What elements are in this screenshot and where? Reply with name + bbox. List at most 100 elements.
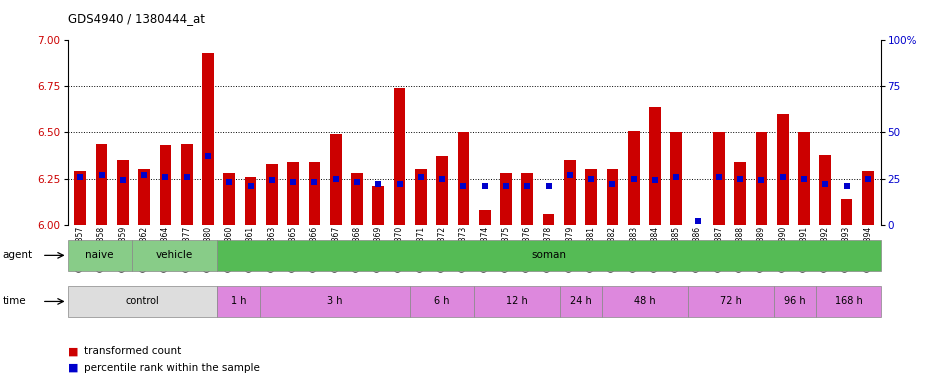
Bar bbox=[560, 286, 602, 317]
Bar bbox=[95, 144, 107, 225]
Bar bbox=[74, 171, 86, 225]
Bar bbox=[330, 134, 341, 225]
Bar bbox=[309, 162, 320, 225]
Bar bbox=[543, 214, 554, 225]
Point bbox=[94, 172, 109, 178]
Bar bbox=[607, 169, 618, 225]
Bar bbox=[474, 286, 560, 317]
Bar bbox=[245, 177, 256, 225]
Text: agent: agent bbox=[3, 250, 33, 260]
Bar bbox=[688, 286, 773, 317]
Bar bbox=[117, 160, 129, 225]
Bar bbox=[522, 173, 533, 225]
Text: transformed count: transformed count bbox=[84, 346, 181, 356]
Point bbox=[754, 177, 769, 184]
Text: 48 h: 48 h bbox=[635, 296, 656, 306]
Bar bbox=[373, 186, 384, 225]
Text: naive: naive bbox=[85, 250, 114, 260]
Point bbox=[265, 177, 279, 184]
Point bbox=[350, 179, 364, 185]
Point bbox=[499, 183, 513, 189]
Point bbox=[435, 175, 450, 182]
Point bbox=[541, 183, 556, 189]
Text: vehicle: vehicle bbox=[156, 250, 193, 260]
Bar bbox=[260, 286, 410, 317]
Text: ■: ■ bbox=[68, 346, 78, 356]
Text: ■: ■ bbox=[68, 363, 78, 373]
Point bbox=[605, 181, 620, 187]
Bar bbox=[224, 173, 235, 225]
Bar bbox=[415, 169, 426, 225]
Text: 3 h: 3 h bbox=[327, 296, 343, 306]
Point bbox=[371, 181, 386, 187]
Bar bbox=[671, 132, 682, 225]
Text: time: time bbox=[3, 296, 27, 306]
Bar bbox=[139, 169, 150, 225]
Point bbox=[818, 181, 833, 187]
Text: percentile rank within the sample: percentile rank within the sample bbox=[84, 363, 260, 373]
Point bbox=[520, 183, 535, 189]
Point bbox=[477, 183, 492, 189]
Bar bbox=[777, 114, 788, 225]
Point bbox=[456, 183, 471, 189]
Point bbox=[392, 181, 407, 187]
Bar bbox=[458, 132, 469, 225]
Point bbox=[860, 175, 875, 182]
Text: GDS4940 / 1380444_at: GDS4940 / 1380444_at bbox=[68, 12, 204, 25]
Text: soman: soman bbox=[532, 250, 566, 260]
Text: 1 h: 1 h bbox=[231, 296, 246, 306]
Point bbox=[158, 174, 173, 180]
Point bbox=[286, 179, 301, 185]
Point bbox=[733, 175, 747, 182]
Bar bbox=[410, 286, 474, 317]
Bar bbox=[68, 286, 217, 317]
Point bbox=[648, 177, 662, 184]
Bar bbox=[649, 107, 660, 225]
Text: control: control bbox=[126, 296, 159, 306]
Bar bbox=[352, 173, 363, 225]
Point bbox=[584, 175, 598, 182]
Point bbox=[690, 218, 705, 224]
Bar bbox=[602, 286, 688, 317]
Bar bbox=[773, 286, 817, 317]
Bar bbox=[756, 132, 767, 225]
Bar bbox=[68, 240, 131, 271]
Bar bbox=[500, 173, 512, 225]
Text: 168 h: 168 h bbox=[834, 296, 862, 306]
Point bbox=[201, 153, 216, 159]
Bar bbox=[288, 162, 299, 225]
Point bbox=[562, 172, 577, 178]
Bar bbox=[479, 210, 490, 225]
Point bbox=[328, 175, 343, 182]
Point bbox=[307, 179, 322, 185]
Bar bbox=[841, 199, 853, 225]
Bar bbox=[217, 286, 260, 317]
Point bbox=[137, 172, 152, 178]
Bar bbox=[564, 160, 575, 225]
Point bbox=[775, 174, 790, 180]
Text: 6 h: 6 h bbox=[434, 296, 450, 306]
Point bbox=[243, 183, 258, 189]
Bar bbox=[266, 164, 278, 225]
Point bbox=[116, 177, 130, 184]
Bar bbox=[203, 53, 214, 225]
Bar bbox=[160, 146, 171, 225]
Point bbox=[413, 174, 428, 180]
Text: 24 h: 24 h bbox=[570, 296, 592, 306]
Point bbox=[179, 174, 194, 180]
Bar bbox=[217, 240, 881, 271]
Point bbox=[796, 175, 811, 182]
Bar bbox=[817, 286, 881, 317]
Point bbox=[73, 174, 88, 180]
Point bbox=[711, 174, 726, 180]
Bar bbox=[394, 88, 405, 225]
Bar bbox=[862, 171, 874, 225]
Text: 96 h: 96 h bbox=[784, 296, 806, 306]
Text: 72 h: 72 h bbox=[720, 296, 742, 306]
Bar bbox=[820, 155, 832, 225]
Bar bbox=[437, 156, 448, 225]
Bar bbox=[713, 132, 724, 225]
Bar bbox=[628, 131, 639, 225]
Text: 12 h: 12 h bbox=[506, 296, 528, 306]
Point bbox=[222, 179, 237, 185]
